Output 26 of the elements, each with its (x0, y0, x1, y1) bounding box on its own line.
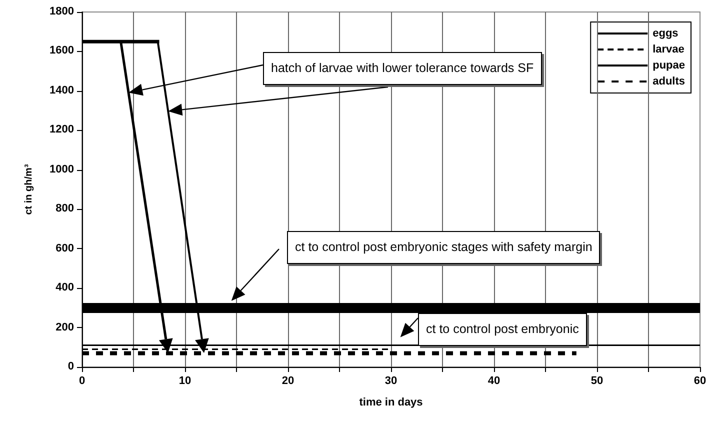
legend-label: adults (652, 76, 686, 88)
legend-label: eggs (652, 28, 678, 40)
y-tick-label: 1600 (50, 44, 74, 58)
y-tick-label: 600 (56, 242, 74, 256)
y-tick-label: 1400 (50, 84, 74, 98)
x-tick-label: 10 (178, 375, 192, 388)
x-tick-label: 30 (384, 375, 398, 388)
annotation: ct to control post embryonic (418, 313, 587, 346)
x-axis-title: time in days (359, 396, 423, 408)
x-tick-label: 60 (694, 375, 706, 388)
y-tick-label: 800 (56, 202, 74, 216)
x-tick-label: 40 (488, 375, 500, 388)
y-tick-label: 0 (68, 360, 74, 374)
x-tick-label: 50 (590, 375, 604, 388)
annotation: hatch of larvae with lower tolerance towards SF (263, 52, 542, 85)
x-tick-label: 0 (78, 375, 86, 388)
y-tick-label: 1800 (50, 6, 74, 18)
x-tick-label: 20 (282, 375, 294, 388)
y-axis-title: ct in gh/m³ (24, 164, 34, 215)
y-tick-label: 1000 (50, 163, 74, 176)
legend-label: larvae (652, 44, 684, 56)
annotation: ct to control post embryonic stages with safety margin (287, 231, 600, 264)
y-tick-label: 1200 (50, 124, 74, 137)
y-tick-label: 400 (56, 282, 74, 295)
y-tick-label: 200 (56, 321, 74, 334)
legend-label: pupae (652, 60, 686, 72)
